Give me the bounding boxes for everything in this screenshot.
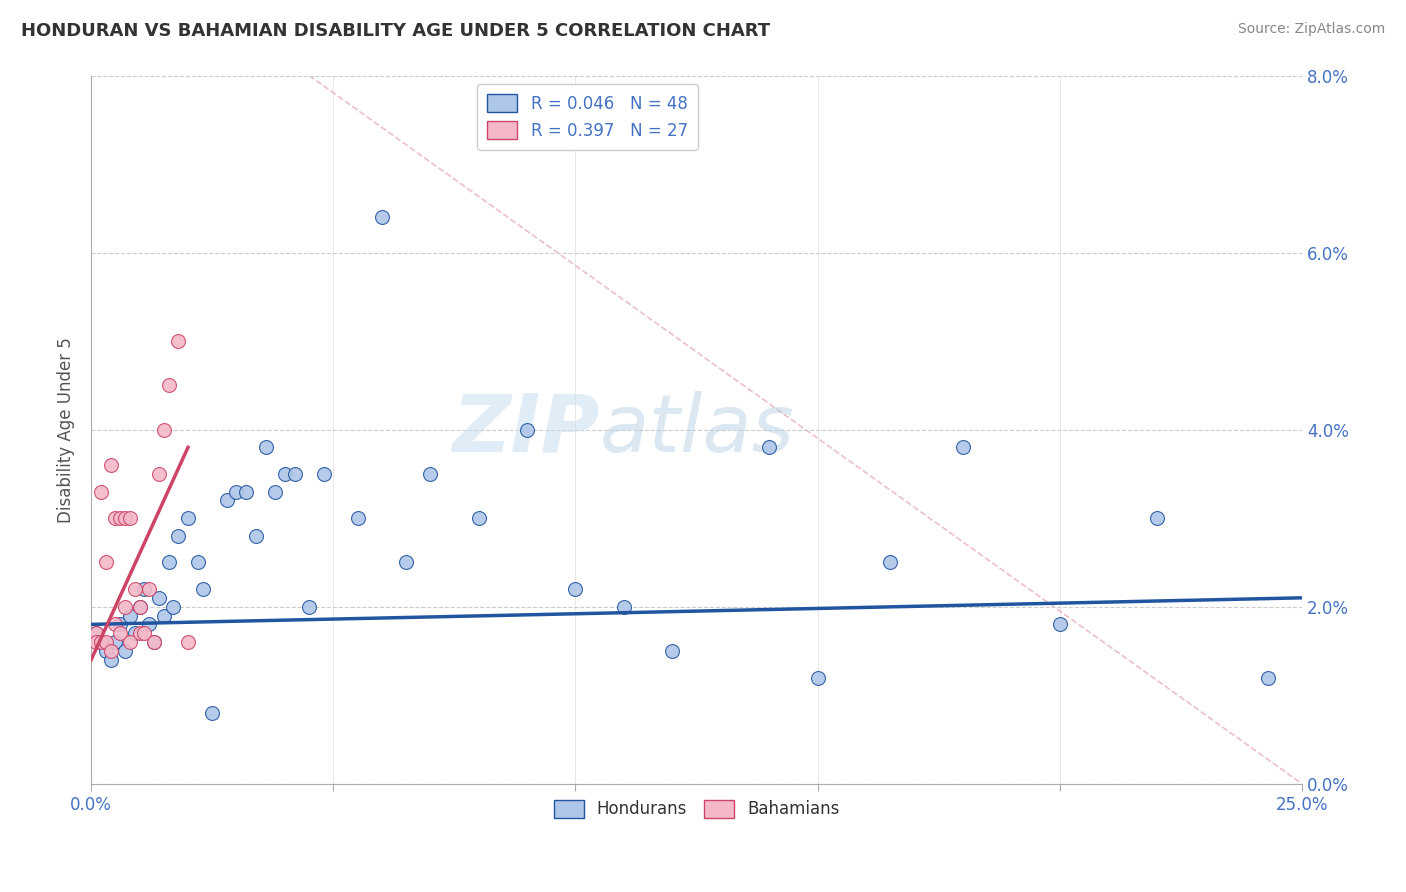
Point [84,635,107,649]
Point [215,493,238,508]
Point [84,626,107,640]
Point [104,635,127,649]
Point [371,210,394,224]
Point [148,467,170,481]
Point [90,484,112,499]
Point [138,582,160,596]
Point [187,556,209,570]
Point [108,511,131,525]
Point [90,635,112,649]
Point [952,440,974,454]
Point [100,644,122,658]
Point [118,635,141,649]
Point [162,599,184,614]
Point [167,334,190,348]
Point [128,599,150,614]
Point [264,484,287,499]
Point [114,511,136,525]
Point [157,378,180,392]
Point [395,556,418,570]
Point [177,635,200,649]
Point [225,484,247,499]
Point [298,599,321,614]
Point [1257,671,1279,685]
Point [467,511,489,525]
Point [100,653,122,667]
Legend: Hondurans, Bahamians: Hondurans, Bahamians [547,793,846,825]
Point [114,599,136,614]
Point [94,635,117,649]
Point [108,626,131,640]
Point [138,617,160,632]
Point [879,556,901,570]
Point [143,635,166,649]
Point [312,467,335,481]
Point [157,556,180,570]
Point [419,467,441,481]
Point [153,608,176,623]
Point [94,644,117,658]
Point [104,511,127,525]
Point [124,582,146,596]
Point [274,467,297,481]
Point [114,644,136,658]
Point [235,484,257,499]
Point [100,458,122,472]
Y-axis label: Disability Age Under 5: Disability Age Under 5 [58,336,75,523]
Point [153,423,176,437]
Point [516,423,538,437]
Point [143,635,166,649]
Point [134,582,156,596]
Point [346,511,368,525]
Point [134,626,156,640]
Point [201,706,224,720]
Point [148,591,170,605]
Point [191,582,214,596]
Point [90,635,112,649]
Point [94,556,117,570]
Point [254,440,277,454]
Text: ZIP: ZIP [453,391,600,468]
Text: atlas: atlas [600,391,794,468]
Point [1049,617,1071,632]
Point [108,617,131,632]
Point [84,626,107,640]
Point [128,599,150,614]
Point [661,644,683,658]
Point [1146,511,1168,525]
Text: HONDURAN VS BAHAMIAN DISABILITY AGE UNDER 5 CORRELATION CHART: HONDURAN VS BAHAMIAN DISABILITY AGE UNDE… [21,22,770,40]
Point [613,599,636,614]
Text: Source: ZipAtlas.com: Source: ZipAtlas.com [1237,22,1385,37]
Point [807,671,830,685]
Point [124,626,146,640]
Point [128,626,150,640]
Point [758,440,780,454]
Point [104,617,127,632]
Point [167,529,190,543]
Point [118,511,141,525]
Point [118,608,141,623]
Point [284,467,307,481]
Point [245,529,267,543]
Point [177,511,200,525]
Point [564,582,586,596]
